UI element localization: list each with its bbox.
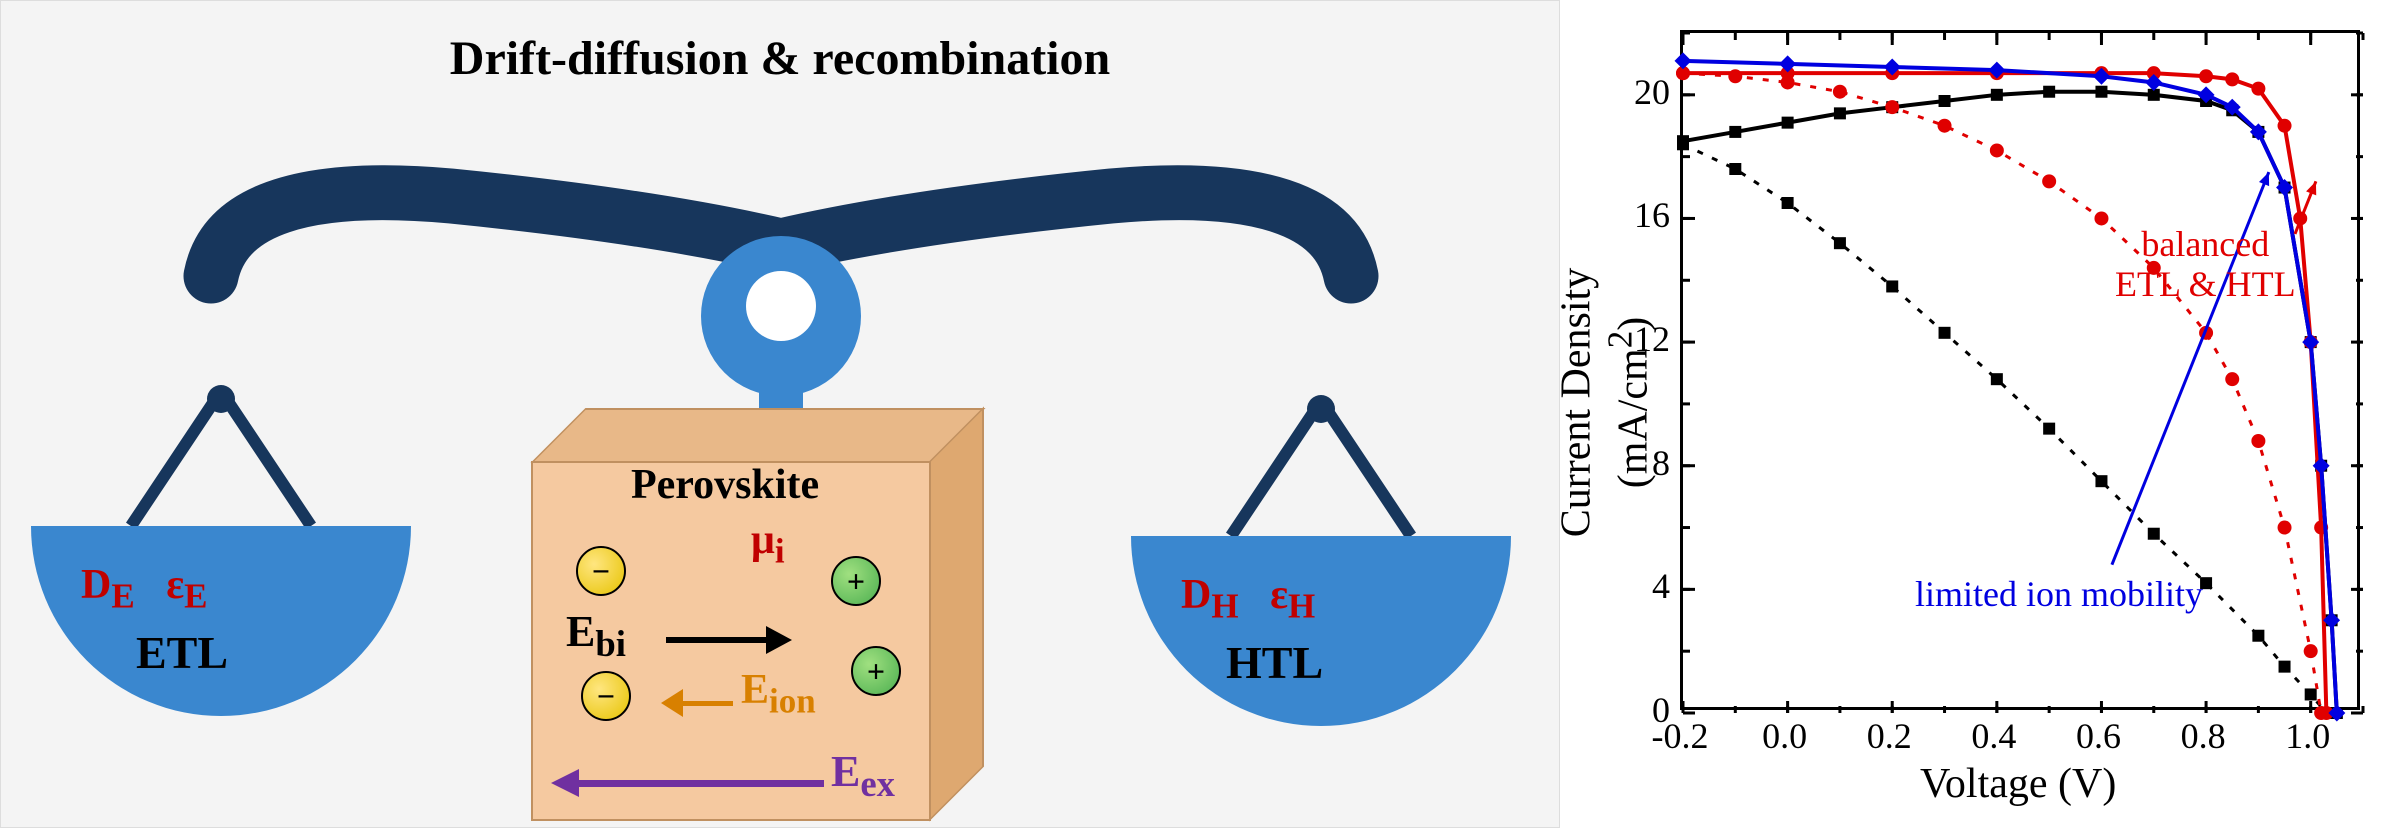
x-tick-label: 0.0 (1762, 715, 1807, 757)
annotation-balanced: balancedETL & HTL (2115, 225, 2296, 304)
e-ion-arrow (661, 689, 733, 717)
hanger-left (121, 391, 321, 531)
cube-top-face (531, 408, 986, 463)
x-tick-label: 0.6 (2076, 715, 2121, 757)
mu-i-label: μi (751, 516, 785, 571)
htl-params: DH εH (1181, 571, 1315, 626)
y-tick-label: 20 (1600, 71, 1670, 113)
positive-ion-icon-2: + (851, 646, 901, 696)
chart-panel: Current Density (mA/cm2) Voltage (V) -0.… (1560, 0, 2400, 828)
e-ex-arrow (551, 769, 824, 797)
x-tick-label: 0.2 (1867, 715, 1912, 757)
pan-htl (1131, 536, 1511, 726)
diagram-panel: Drift-diffusion & recombination DE εE ET… (0, 0, 1560, 828)
balance-pivot-center (746, 271, 816, 341)
hanger-right (1221, 401, 1421, 541)
y-tick-label: 8 (1600, 442, 1670, 484)
negative-ion-icon: − (576, 546, 626, 596)
y-axis-label: Current Density (mA/cm2) (1553, 178, 1658, 628)
x-tick-label: 0.8 (2181, 715, 2226, 757)
positive-ion-icon: + (831, 556, 881, 606)
e-ion-label: Eion (741, 666, 816, 721)
cube-side-face (929, 407, 984, 822)
y-tick-label: 4 (1600, 565, 1670, 607)
e-ex-label: Eex (831, 746, 895, 805)
y-tick-label: 0 (1600, 689, 1670, 731)
negative-ion-icon-2: − (581, 671, 631, 721)
annotation-limited: limited ion mobility (1915, 575, 2203, 615)
diagram-title: Drift-diffusion & recombination (1, 31, 1559, 86)
etl-params: DE εE (81, 561, 208, 616)
x-axis-label: Voltage (V) (1920, 760, 2116, 808)
x-tick-label: 0.4 (1971, 715, 2016, 757)
perovskite-title: Perovskite (631, 461, 819, 509)
e-bi-arrow (666, 626, 792, 654)
e-bi-label: Ebi (566, 606, 626, 665)
y-tick-label: 12 (1600, 318, 1670, 360)
pan-etl (31, 526, 411, 716)
y-tick-label: 16 (1600, 194, 1670, 236)
htl-name: HTL (1226, 636, 1323, 689)
etl-name: ETL (136, 626, 228, 679)
x-tick-label: 1.0 (2285, 715, 2330, 757)
